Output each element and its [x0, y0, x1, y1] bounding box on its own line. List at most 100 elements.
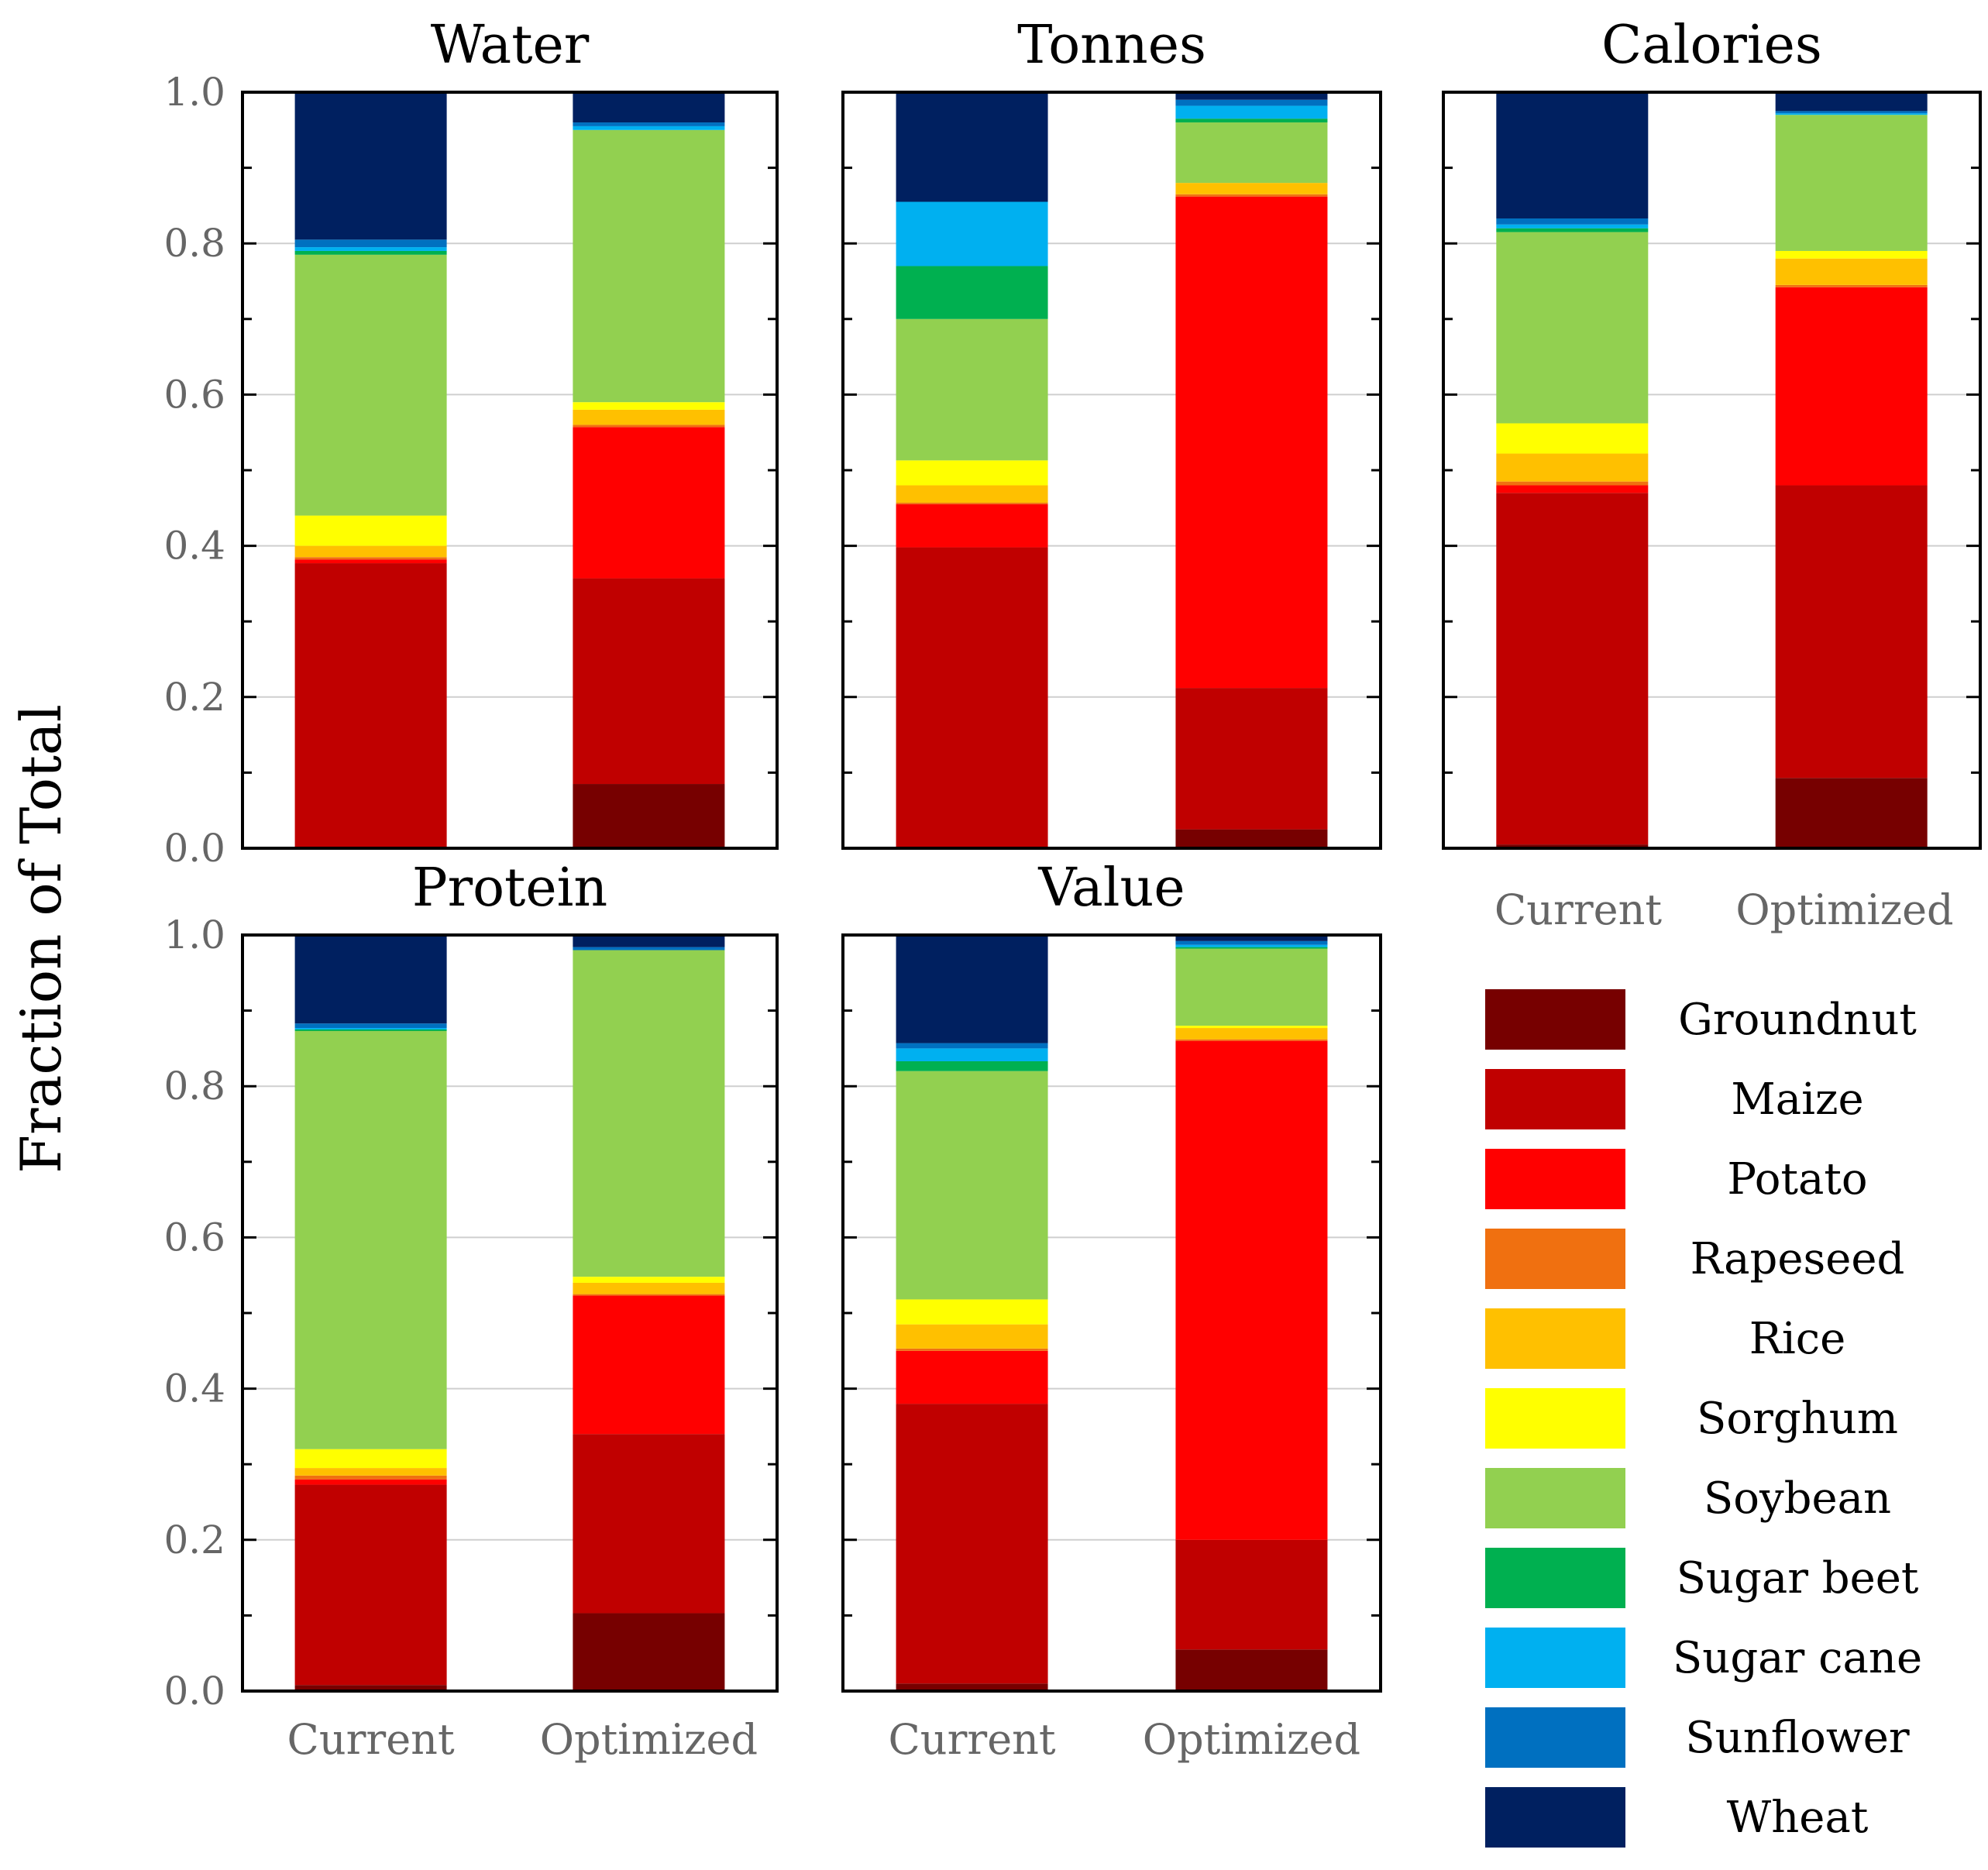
legend-swatch-rice — [1485, 1308, 1625, 1369]
legend-label-groundnut: Groundnut — [1678, 995, 1917, 1045]
bar-segment-tonnes-optimized-potato — [1175, 196, 1328, 689]
bar-segment-water-optimized-wheat — [573, 92, 725, 123]
bar-segment-tonnes-current-maize — [896, 547, 1048, 848]
bar-segment-protein-current-sugar-beet — [294, 1030, 447, 1031]
bar-segment-protein-optimized-rice — [573, 1282, 725, 1294]
bar-segment-protein-current-groundnut — [294, 1685, 447, 1691]
category-label-current: Current — [287, 1715, 455, 1764]
category-label-current: Current — [1494, 885, 1662, 934]
bar-segment-value-current-maize — [896, 1404, 1048, 1684]
bar-segment-calories-optimized-groundnut — [1775, 778, 1928, 848]
bar-segment-value-current-rice — [896, 1324, 1048, 1349]
legend: Groundnut Maize Potato Rapeseed Rice Sorghum S… — [1485, 989, 1922, 1848]
bar-segment-protein-current-sugar-cane — [294, 1028, 447, 1030]
bar-segment-tonnes-current-soybean — [896, 318, 1048, 461]
legend-swatch-potato — [1485, 1149, 1625, 1209]
bar-segment-protein-optimized-sorghum — [573, 1277, 725, 1283]
y-tick-label: 0.4 — [163, 524, 225, 569]
bar-segment-calories-current-groundnut — [1496, 844, 1649, 848]
legend-label-sorghum: Sorghum — [1697, 1394, 1898, 1444]
legend-label-sugar-beet: Sugar beet — [1677, 1553, 1919, 1604]
bar-segment-water-optimized-sorghum — [573, 402, 725, 410]
legend-swatch-groundnut — [1485, 989, 1625, 1050]
bar-segment-tonnes-optimized-wheat — [1175, 92, 1328, 100]
panel-title-tonnes: Tonnes — [1017, 15, 1206, 76]
bar-segment-water-current-rice — [294, 545, 447, 558]
bar-segment-calories-optimized-maize — [1775, 485, 1928, 779]
bar-segment-tonnes-current-sugar-beet — [896, 266, 1048, 319]
bar-segment-water-optimized-rice — [573, 409, 725, 425]
legend-swatch-sugar-beet — [1485, 1548, 1625, 1608]
bar-segment-protein-current-soybean — [294, 1030, 447, 1449]
bar-segment-calories-optimized-wheat — [1775, 91, 1928, 112]
legend-swatch-wheat — [1485, 1787, 1625, 1848]
bar-segment-water-optimized-sugar-cane — [573, 125, 725, 130]
bar-segment-value-optimized-groundnut — [1175, 1649, 1328, 1691]
bar-segment-protein-optimized-sunflower — [573, 947, 725, 950]
bar-segment-protein-current-rapeseed — [294, 1475, 447, 1480]
bar-segment-calories-optimized-soybean — [1775, 115, 1928, 251]
bar-segment-value-optimized-sunflower — [1175, 940, 1328, 945]
bar-segment-protein-current-maize — [294, 1484, 447, 1686]
bar-segment-calories-optimized-rice — [1775, 258, 1928, 285]
legend-label-maize: Maize — [1731, 1074, 1863, 1125]
bar-segment-value-optimized-sorghum — [1175, 1026, 1328, 1029]
bar-segment-calories-current-rapeseed — [1496, 481, 1649, 486]
bar-segment-protein-current-sunflower — [294, 1023, 447, 1029]
bar-segment-tonnes-optimized-rapeseed — [1175, 194, 1328, 197]
y-tick-label: 1.0 — [163, 913, 225, 957]
bar-segment-calories-optimized-potato — [1775, 287, 1928, 486]
bar-segment-tonnes-current-potato — [896, 504, 1048, 548]
bar-segment-value-current-sunflower — [896, 1043, 1048, 1049]
bar-segment-protein-optimized-maize — [573, 1434, 725, 1614]
bar-segment-water-current-sorghum — [294, 515, 447, 546]
bar-segment-calories-optimized-sunflower — [1775, 111, 1928, 114]
legend-swatch-maize — [1485, 1069, 1625, 1129]
category-label-current: Current — [888, 1715, 1055, 1764]
bar-segment-water-current-sunflower — [294, 239, 447, 248]
bar-segment-water-current-soybean — [294, 254, 447, 516]
bar-segment-tonnes-optimized-sunflower — [1175, 99, 1328, 106]
bar-segment-water-optimized-soybean — [573, 129, 725, 403]
bar-segment-calories-optimized-sorghum — [1775, 250, 1928, 259]
y-tick-label: 0.2 — [163, 675, 225, 720]
panel-tonnes: Tonnes — [841, 15, 1382, 850]
bar-segment-value-optimized-sugar-cane — [1175, 944, 1328, 947]
bar-segment-protein-optimized-soybean — [573, 950, 725, 1277]
bar-segment-tonnes-current-wheat — [896, 92, 1048, 202]
bar-segment-water-optimized-potato — [573, 427, 725, 579]
y-tick-label: 0.6 — [163, 1215, 225, 1260]
bar-segment-tonnes-optimized-groundnut — [1175, 829, 1328, 848]
bar-segment-value-current-sugar-beet — [896, 1060, 1048, 1071]
bar-segment-protein-optimized-wheat — [573, 935, 725, 947]
y-tick-label: 0.2 — [163, 1518, 225, 1562]
bar-segment-value-current-rapeseed — [896, 1348, 1048, 1351]
bar-segment-tonnes-optimized-rice — [1175, 183, 1328, 194]
y-tick-label: 0.0 — [163, 1669, 225, 1714]
legend-label-sunflower: Sunflower — [1685, 1713, 1910, 1763]
bar-segment-water-optimized-maize — [573, 578, 725, 785]
bar-segment-value-optimized-soybean — [1175, 948, 1328, 1026]
bar-segment-tonnes-optimized-sugar-cane — [1175, 105, 1328, 119]
bar-segment-water-optimized-sunflower — [573, 122, 725, 126]
bar-segment-tonnes-optimized-sugar-beet — [1175, 119, 1328, 123]
bar-segment-calories-current-soybean — [1496, 232, 1649, 424]
bar-segment-water-current-rapeseed — [294, 557, 447, 560]
panel-title-value: Value — [1037, 858, 1185, 919]
bar-segment-protein-current-potato — [294, 1479, 447, 1485]
bar-segment-water-current-wheat — [294, 92, 447, 240]
panel-value: Value Current Optimized — [841, 858, 1382, 1764]
bar-segment-value-current-soybean — [896, 1071, 1048, 1300]
bar-segment-protein-optimized-potato — [573, 1295, 725, 1435]
bar-segment-water-current-sugar-beet — [294, 250, 447, 255]
calories-category-labels: Current Optimized — [1494, 885, 1954, 934]
y-tick-label: 0.8 — [163, 221, 225, 266]
bar-segment-calories-optimized-rapeseed — [1775, 284, 1928, 287]
legend-label-rice: Rice — [1749, 1314, 1846, 1364]
bar-segment-protein-optimized-rapeseed — [573, 1294, 725, 1296]
panel-protein: Protein Current Optimized 0.0 0.2 0.4 0.6 0.8 1.… — [163, 858, 779, 1764]
legend-label-potato: Potato — [1727, 1154, 1867, 1205]
bar-segment-value-optimized-rapeseed — [1175, 1039, 1328, 1041]
bar-segment-tonnes-optimized-maize — [1175, 688, 1328, 830]
